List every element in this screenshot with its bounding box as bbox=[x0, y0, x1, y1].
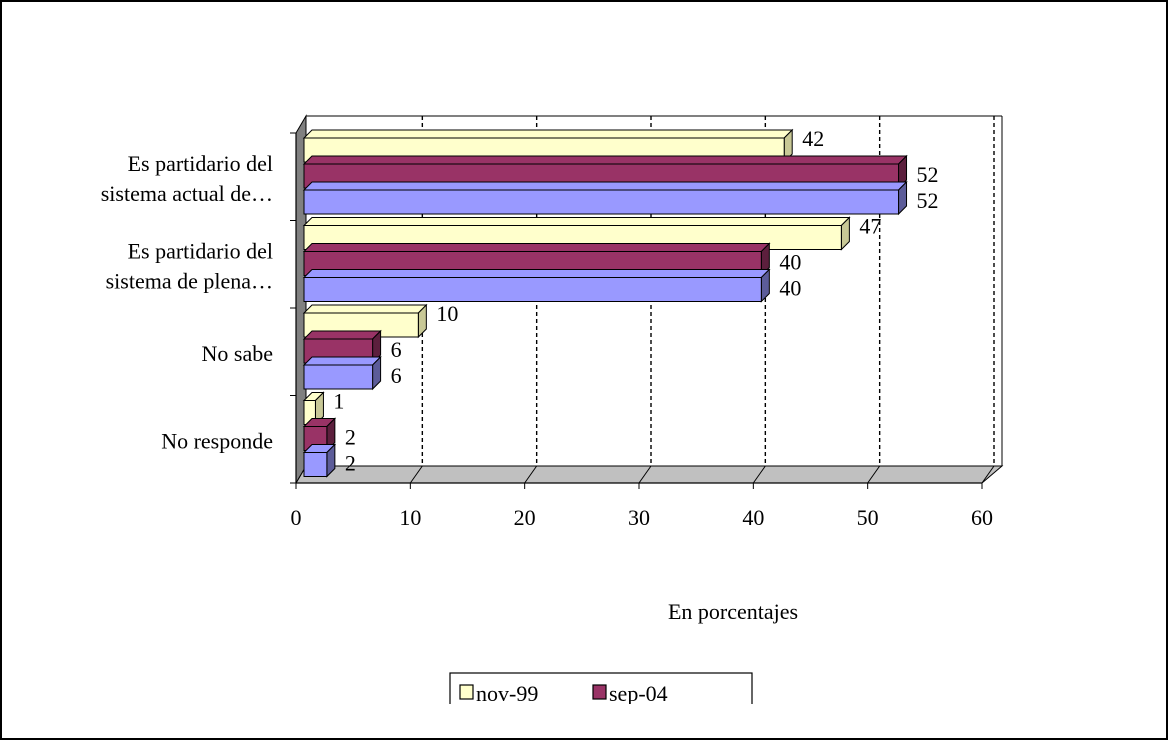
legend-label: nov-99 bbox=[476, 681, 538, 704]
bar-top-face bbox=[302, 356, 382, 366]
x-tick-label: 40 bbox=[742, 505, 764, 530]
axes bbox=[290, 132, 983, 489]
category-label: No responde bbox=[161, 428, 273, 453]
category-label: sistema actual de… bbox=[101, 181, 273, 206]
x-tick-label: 0 bbox=[291, 505, 302, 530]
bar bbox=[303, 277, 762, 302]
data-label: 2 bbox=[345, 451, 356, 476]
x-tick-label: 50 bbox=[857, 505, 879, 530]
data-label: 42 bbox=[802, 126, 824, 151]
floor-gridline bbox=[867, 465, 881, 484]
x-axis-label: En porcentajes bbox=[668, 599, 798, 624]
bars bbox=[302, 128, 908, 478]
bar-top-face bbox=[302, 304, 428, 314]
legend-label: sep-04 bbox=[609, 681, 668, 704]
floor-gridline bbox=[981, 465, 995, 484]
floor-gridline bbox=[524, 465, 538, 484]
category-label: No sabe bbox=[202, 341, 273, 366]
data-label: 47 bbox=[859, 214, 881, 239]
x-tick-label: 20 bbox=[514, 505, 536, 530]
bar-top-face bbox=[302, 181, 908, 191]
bar bbox=[303, 452, 328, 477]
bar-chart: Es partidario del sistema actual de… Es pa… bbox=[101, 114, 1004, 704]
data-label: 52 bbox=[917, 188, 939, 213]
category-labels: Es partidario del sistema actual de… Es pa… bbox=[101, 151, 273, 454]
data-label: 52 bbox=[917, 162, 939, 187]
legend-swatch bbox=[592, 684, 607, 700]
floor-gridline bbox=[752, 465, 766, 484]
data-label: 6 bbox=[391, 363, 402, 388]
x-tick-labels: 0 10 20 30 40 50 60 bbox=[291, 505, 994, 530]
data-label: 40 bbox=[779, 250, 801, 275]
bar-top-face bbox=[302, 269, 771, 278]
legend: nov-99 sep-04 bbox=[449, 672, 753, 704]
data-label: 2 bbox=[345, 425, 356, 450]
bar bbox=[303, 189, 900, 215]
x-tick-label: 10 bbox=[399, 505, 421, 530]
data-label: 6 bbox=[391, 337, 402, 362]
legend-swatch bbox=[459, 684, 474, 700]
bar-top-face bbox=[302, 155, 908, 165]
data-label: 10 bbox=[436, 301, 458, 326]
category-label: sistema de plena… bbox=[106, 268, 273, 293]
bar-top-face bbox=[302, 243, 771, 252]
floor-gridline bbox=[409, 465, 423, 484]
x-tick-label: 60 bbox=[971, 505, 993, 530]
data-label: 1 bbox=[333, 389, 344, 414]
x-tick-label: 30 bbox=[628, 505, 650, 530]
floor-gridline bbox=[638, 465, 652, 484]
category-label: Es partidario del bbox=[128, 151, 273, 176]
bar-top-face bbox=[302, 129, 794, 139]
data-label: 40 bbox=[779, 276, 801, 301]
bar bbox=[303, 364, 374, 390]
bar-top-face bbox=[302, 330, 382, 340]
bar-top-face bbox=[302, 217, 851, 226]
category-label: Es partidario del bbox=[128, 238, 273, 263]
